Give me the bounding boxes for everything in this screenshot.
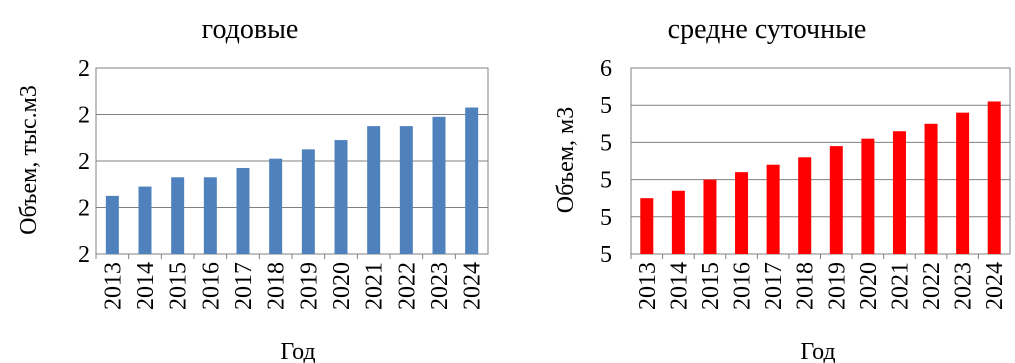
y-tick-label: 2 [78,242,90,268]
x-tick-label: 2019 [296,262,322,310]
x-tick-label: 2020 [329,262,355,310]
y-tick-label: 2 [78,196,90,222]
plot-frame [630,67,1011,255]
bar-2013 [105,195,119,254]
y-tick-label: 6 [600,56,612,82]
x-tick-label: 2014 [133,262,159,310]
x-tick-label: 2013 [635,262,661,310]
x-tick-label: 2021 [887,262,913,310]
y-tick-label: 2 [78,149,90,175]
x-tick-label: 2023 [951,262,977,310]
bar-2013 [640,198,654,254]
bar-2023 [956,112,970,254]
plot-area: 2 2 2 2 2 2013 2014 2015 2016 2017 2018 2019 2020 202… [78,56,489,310]
bar-2014 [671,190,685,254]
bar-2017 [236,167,250,254]
bar-2024 [465,107,479,255]
x-tick-label: 2016 [730,262,756,310]
x-tick-label: 2024 [982,262,1008,310]
bar-2022 [399,126,413,254]
bar-2016 [735,172,749,254]
y-tick-label: 2 [78,56,90,82]
x-tick-label: 2019 [824,262,850,310]
bar-2019 [829,146,843,254]
bar-2014 [138,186,152,254]
chart-title: годовые [202,14,299,45]
bar-2017 [766,164,780,254]
x-tick-label: 2015 [698,262,724,310]
bar-2023 [432,116,446,254]
bar-2021 [367,126,381,254]
x-tick-label: 2014 [666,262,692,310]
x-tick-label: 2020 [856,262,882,310]
bar-2024 [987,101,1001,254]
bar-2021 [892,131,906,254]
x-tick-label: 2023 [427,262,453,310]
x-tick-label: 2018 [264,262,290,310]
y-tick-label: 2 [78,103,90,129]
bar-2020 [861,138,875,254]
bar-2018 [269,158,283,254]
x-tick-label: 2022 [394,262,420,310]
y-tick-label: 5 [600,205,612,231]
x-tick-label: 2017 [761,262,787,310]
x-tick-label: 2018 [793,262,819,310]
x-axis-title: Год [800,339,835,363]
x-tick-label: 2015 [166,262,192,310]
x-tick-label: 2021 [362,262,388,310]
y-axis-title: Объем, тыс.м3 [16,85,42,235]
y-tick-label: 5 [600,242,612,268]
y-tick-label: 5 [600,93,612,119]
bar-2018 [798,157,812,254]
bar-2022 [924,123,938,254]
daily-average-chart: средне суточные Объем, м3 Год 5 5 5 5 5 6 2013… [553,14,1011,363]
x-tick-label: 2022 [919,262,945,310]
x-axis-title: Год [280,339,315,363]
bar-2016 [203,177,217,254]
bar-2019 [301,149,315,254]
y-tick-label: 5 [600,168,612,194]
bar-2015 [703,179,717,254]
x-tick-label: 2017 [231,262,257,310]
x-tick-label: 2016 [198,262,224,310]
bar-2020 [334,140,348,254]
chart-title: средне суточные [668,14,867,45]
y-axis-title: Объем, м3 [553,107,579,213]
y-tick-label: 5 [600,130,612,156]
bar-2015 [171,177,185,254]
x-tick-label: 2013 [100,262,126,310]
x-tick-label: 2024 [460,262,486,310]
